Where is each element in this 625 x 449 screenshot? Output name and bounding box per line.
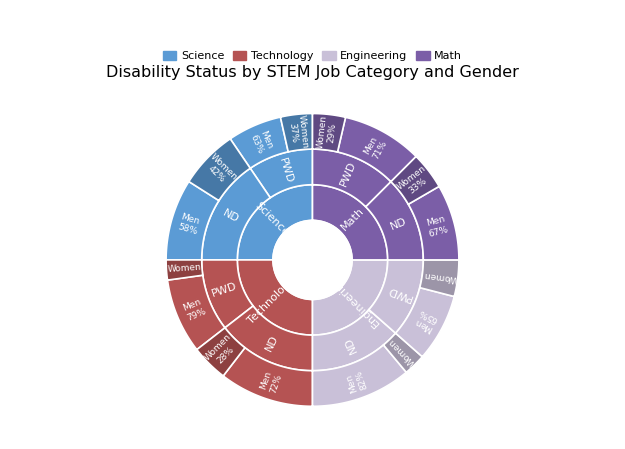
Polygon shape [312, 149, 391, 207]
Text: Women
28%: Women 28% [203, 332, 241, 370]
Polygon shape [238, 185, 312, 260]
Legend: Science, Technology, Engineering, Math: Science, Technology, Engineering, Math [159, 46, 466, 66]
Polygon shape [281, 114, 312, 152]
Polygon shape [223, 348, 312, 406]
Polygon shape [312, 260, 388, 335]
Text: Men
71%: Men 71% [361, 134, 388, 161]
Text: ND: ND [342, 335, 359, 354]
Polygon shape [312, 185, 388, 260]
Polygon shape [225, 306, 312, 371]
Polygon shape [166, 260, 202, 280]
Text: ND: ND [389, 216, 408, 232]
Text: Women: Women [422, 269, 457, 283]
Polygon shape [312, 310, 396, 371]
Polygon shape [202, 260, 253, 328]
Polygon shape [202, 168, 270, 260]
Title: Disability Status by STEM Job Category and Gender: Disability Status by STEM Job Category a… [106, 66, 519, 80]
Text: Women
37%: Women 37% [287, 114, 310, 150]
Polygon shape [312, 345, 406, 406]
Text: Women: Women [167, 263, 201, 274]
Text: Men
63%: Men 63% [249, 129, 274, 155]
Text: Women
42%: Women 42% [201, 152, 239, 189]
Text: Men
58%: Men 58% [177, 212, 201, 236]
Polygon shape [238, 260, 312, 335]
Text: Men
65%: Men 65% [412, 307, 439, 334]
Text: Math: Math [339, 206, 366, 233]
Polygon shape [338, 117, 416, 181]
Text: Technology: Technology [246, 275, 298, 326]
Text: ND: ND [263, 334, 280, 353]
Text: PWD: PWD [386, 283, 414, 302]
Polygon shape [384, 333, 423, 372]
Text: Science: Science [253, 200, 291, 238]
Polygon shape [396, 288, 454, 357]
Polygon shape [230, 117, 288, 168]
Polygon shape [391, 156, 439, 204]
Polygon shape [420, 260, 459, 296]
Circle shape [273, 220, 352, 299]
Text: Women
29%: Women 29% [316, 114, 339, 150]
Text: Women: Women [387, 337, 418, 367]
Polygon shape [166, 181, 219, 260]
Text: Men
72%: Men 72% [259, 369, 284, 394]
Text: Women
33%: Women 33% [395, 163, 434, 199]
Polygon shape [369, 260, 423, 333]
Text: Men
67%: Men 67% [424, 215, 449, 238]
Polygon shape [250, 149, 312, 198]
Text: PWD: PWD [211, 281, 239, 299]
Text: ND: ND [221, 208, 240, 225]
Polygon shape [408, 186, 459, 260]
Text: PWD: PWD [276, 157, 294, 185]
Text: PWD: PWD [339, 160, 357, 188]
Polygon shape [366, 181, 423, 260]
Polygon shape [168, 275, 225, 350]
Text: Men
82%: Men 82% [344, 368, 369, 393]
Text: Men
79%: Men 79% [181, 297, 207, 323]
Polygon shape [189, 139, 250, 201]
Polygon shape [312, 114, 346, 152]
Text: Engineering: Engineering [326, 273, 381, 328]
Polygon shape [197, 328, 245, 376]
